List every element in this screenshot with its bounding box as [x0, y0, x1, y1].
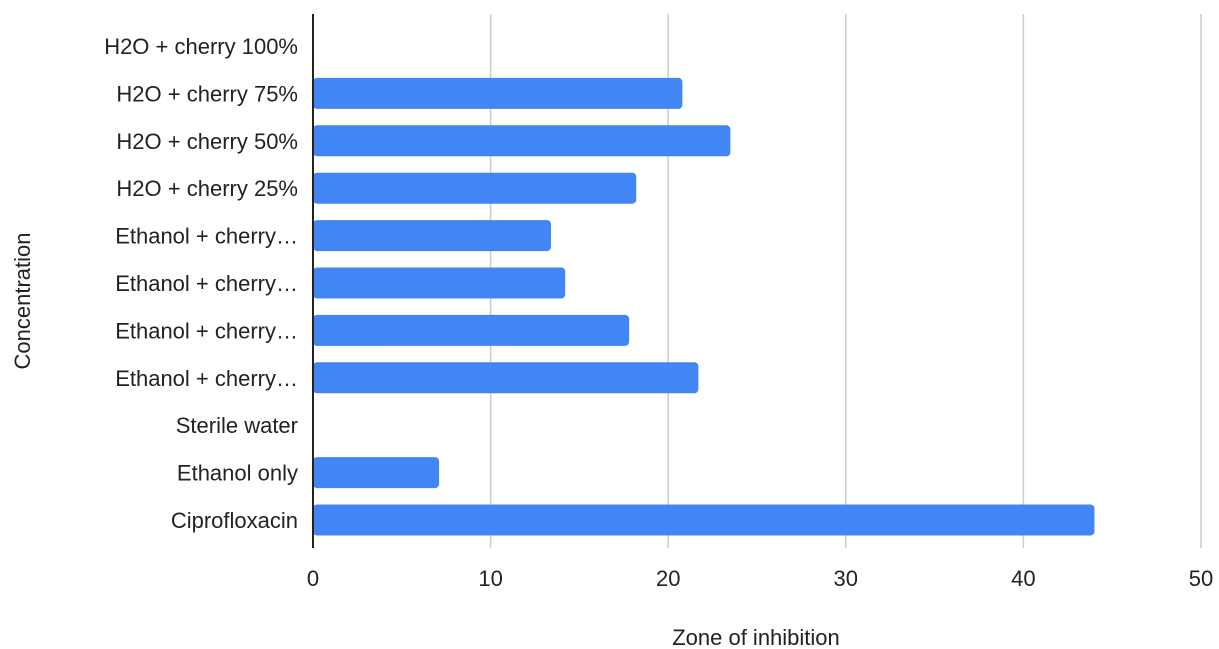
category-label-3: H2O + cherry 25%	[116, 176, 298, 201]
bar-5	[313, 267, 566, 299]
bar-2	[313, 125, 731, 157]
category-label-7: Ethanol + cherry…	[115, 366, 298, 391]
x-tick-label-10: 10	[478, 566, 502, 591]
bar-1	[313, 77, 683, 109]
x-tick-labels: 0 10 20 30 40 50	[307, 566, 1213, 591]
category-label-0: H2O + cherry 100%	[104, 34, 298, 59]
x-tick-label-40: 40	[1011, 566, 1035, 591]
x-tick-label-0: 0	[307, 566, 319, 591]
x-tick-label-20: 20	[656, 566, 680, 591]
category-label-5: Ethanol + cherry…	[115, 271, 298, 296]
y-axis-title: Concentration	[10, 233, 35, 370]
category-label-9: Ethanol only	[177, 461, 298, 486]
x-axis-title: Zone of inhibition	[672, 625, 840, 649]
bar-9	[313, 457, 440, 489]
bar-6	[313, 314, 630, 346]
category-label-1: H2O + cherry 75%	[116, 81, 298, 106]
bar-3	[313, 172, 637, 204]
x-tick-label-30: 30	[834, 566, 858, 591]
category-label-10: Ciprofloxacin	[171, 508, 298, 533]
bar-4	[313, 220, 551, 252]
category-label-2: H2O + cherry 50%	[116, 129, 298, 154]
bars	[313, 77, 1095, 536]
category-label-6: Ethanol + cherry…	[115, 318, 298, 343]
x-tick-label-50: 50	[1189, 566, 1213, 591]
bar-10	[313, 504, 1095, 536]
category-label-8: Sterile water	[176, 413, 298, 438]
bar-7	[313, 362, 699, 394]
category-labels: H2O + cherry 100% H2O + cherry 75% H2O + c…	[104, 34, 298, 533]
category-label-4: Ethanol + cherry…	[115, 224, 298, 249]
